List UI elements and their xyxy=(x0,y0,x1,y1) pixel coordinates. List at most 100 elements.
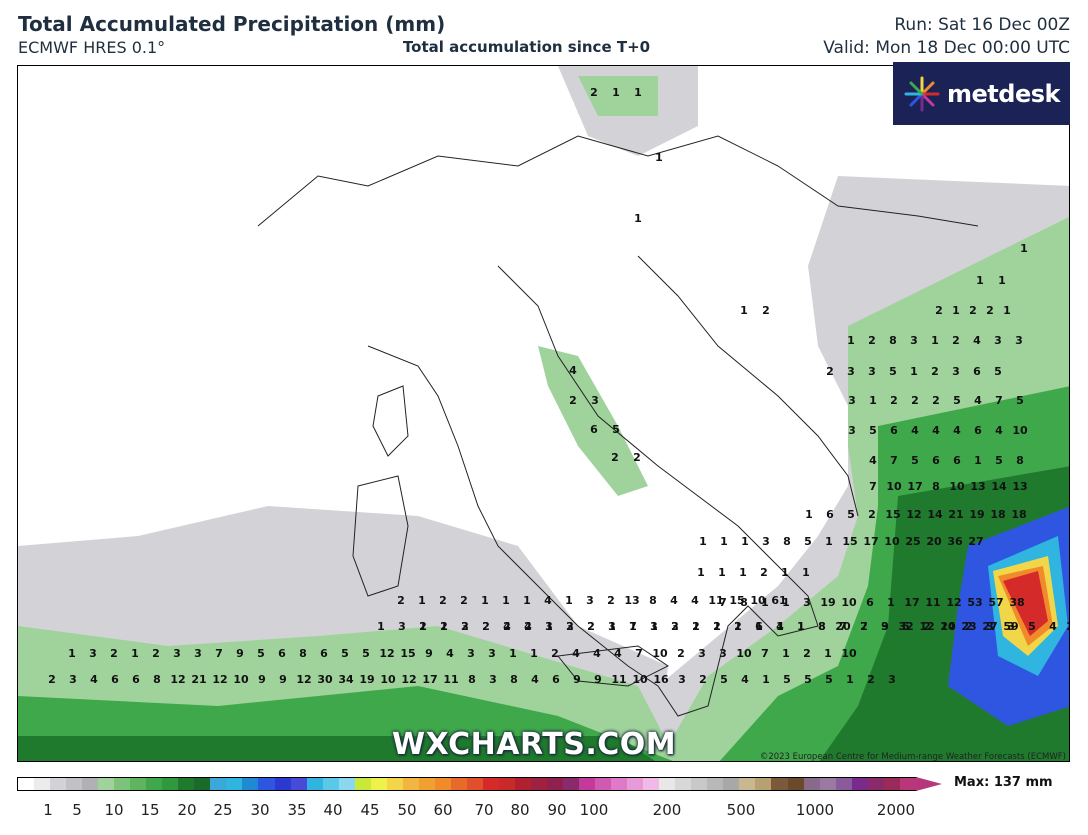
precip-value-label: 18 xyxy=(990,508,1005,521)
precip-value-label: 2 xyxy=(460,594,468,607)
precip-value-label: 3 xyxy=(586,594,594,607)
precip-value-label: 5 xyxy=(825,673,833,686)
precip-value-label: 3 xyxy=(650,620,658,633)
precip-value-label: 11 xyxy=(708,594,723,607)
precip-value-label: 2 xyxy=(439,594,447,607)
scale-tick-label: 20 xyxy=(177,801,197,819)
precip-value-label: 7 xyxy=(869,480,877,493)
precip-value-label: 6 xyxy=(826,508,834,521)
precip-value-label: 2 xyxy=(713,620,721,633)
precip-value-label: 2 xyxy=(524,620,532,633)
precip-value-label: 2 xyxy=(699,673,707,686)
logo-petal xyxy=(909,92,924,106)
precip-value-label: 9 xyxy=(881,620,889,633)
precip-value-label: 4 xyxy=(614,647,622,660)
alps-green xyxy=(578,76,658,116)
precip-value-label: 1 xyxy=(650,620,658,633)
precip-value-label: 1 xyxy=(481,594,489,607)
precip-value-label: 1 xyxy=(502,594,510,607)
scale-swatch xyxy=(210,778,227,790)
precip-value-label: 1 xyxy=(797,620,805,633)
precip-value-label: 3 xyxy=(952,365,960,378)
precip-value-label: 1 xyxy=(974,454,982,467)
scale-swatch xyxy=(130,778,147,790)
precip-value-label: 2 xyxy=(607,594,615,607)
precip-value-label: 10 xyxy=(233,673,249,686)
precip-value-label: 8 xyxy=(889,334,897,347)
scale-swatch xyxy=(707,778,724,790)
scale-swatch xyxy=(306,778,323,790)
med-coast-dark xyxy=(18,736,656,761)
precip-value-label: 7 xyxy=(215,647,223,660)
precip-value-label: 5 xyxy=(257,647,265,660)
scale-tick-label: 35 xyxy=(287,801,307,819)
greece-red xyxy=(1003,571,1048,636)
precip-value-label: 6 xyxy=(111,673,119,686)
precip-value-label: 7 xyxy=(890,454,898,467)
precip-value-label: 3 xyxy=(881,620,889,633)
scale-extend-arrow xyxy=(916,777,942,791)
precip-value-label: 4 xyxy=(544,594,552,607)
precip-value-label: 2 xyxy=(911,394,919,407)
scale-swatch xyxy=(418,778,435,790)
precip-value-label: 2 xyxy=(461,620,469,633)
scale-swatch xyxy=(82,778,99,790)
scale-tick-label: 500 xyxy=(726,801,756,819)
scale-swatch xyxy=(226,778,243,790)
precip-value-label: 13 xyxy=(1012,480,1027,493)
precip-value-label: 1 xyxy=(634,212,642,225)
precip-value-label: 3 xyxy=(888,673,896,686)
precip-value-label: 10 xyxy=(949,480,965,493)
scale-swatch xyxy=(434,778,451,790)
precip-value-label: 6 xyxy=(973,365,981,378)
precip-value-label: 2 xyxy=(932,394,940,407)
scale-swatch xyxy=(50,778,67,790)
precip-value-label: 10 xyxy=(1012,424,1028,437)
precip-value-label: 4 xyxy=(995,424,1003,437)
scale-swatch xyxy=(531,778,548,790)
precip-value-label: 2 xyxy=(503,620,511,633)
scale-tick-label: 1000 xyxy=(795,801,835,819)
precip-value-label: 2 xyxy=(569,394,577,407)
precip-value-label: 2 xyxy=(587,620,595,633)
precip-value-label: 19 xyxy=(820,596,835,609)
precip-value-label: 3 xyxy=(762,535,770,548)
precip-value-label: 1 xyxy=(976,274,984,287)
precip-value-label: 2 xyxy=(868,334,876,347)
precip-value-label: 8 xyxy=(932,480,940,493)
precip-value-label: 1 xyxy=(741,535,749,548)
scale-swatch xyxy=(883,778,900,790)
precip-value-label: 32 xyxy=(898,620,913,633)
precip-value-label: 1 xyxy=(761,596,769,609)
precip-value-label: 1 xyxy=(699,535,707,548)
precip-value-label: 3 xyxy=(608,620,616,633)
precip-value-label: 3 xyxy=(69,673,77,686)
precip-value-label: 1 xyxy=(655,151,663,164)
precip-value-label: 3 xyxy=(591,394,599,407)
precip-value-label: 9 xyxy=(425,647,433,660)
scale-swatch xyxy=(595,778,612,790)
precip-value-label: 57 xyxy=(988,596,1003,609)
precip-value-label: 8 xyxy=(510,673,518,686)
precip-value-label: 1 xyxy=(797,620,805,633)
precip-value-label: 3 xyxy=(803,596,811,609)
precip-value-label: 10 xyxy=(736,647,752,660)
logo-petal xyxy=(920,81,935,95)
color-scale-bar xyxy=(17,777,917,791)
precip-value-label: 3 xyxy=(467,647,475,660)
precip-value-label: 2 xyxy=(633,451,641,464)
precip-value-label: 6 xyxy=(890,424,898,437)
precip-value-label: 12 xyxy=(212,673,227,686)
precip-value-label: 5 xyxy=(720,673,728,686)
scale-swatch xyxy=(338,778,355,790)
scale-swatch xyxy=(274,778,291,790)
precip-value-label: 4 xyxy=(776,620,784,633)
precip-value-label: 1 xyxy=(1003,304,1011,317)
precip-value-label: 10 xyxy=(841,647,857,660)
precip-value-label: 4 xyxy=(974,394,982,407)
scale-swatch xyxy=(675,778,692,790)
scale-swatch xyxy=(579,778,596,790)
italy-apennines-green xyxy=(538,346,648,496)
scale-swatch xyxy=(402,778,419,790)
